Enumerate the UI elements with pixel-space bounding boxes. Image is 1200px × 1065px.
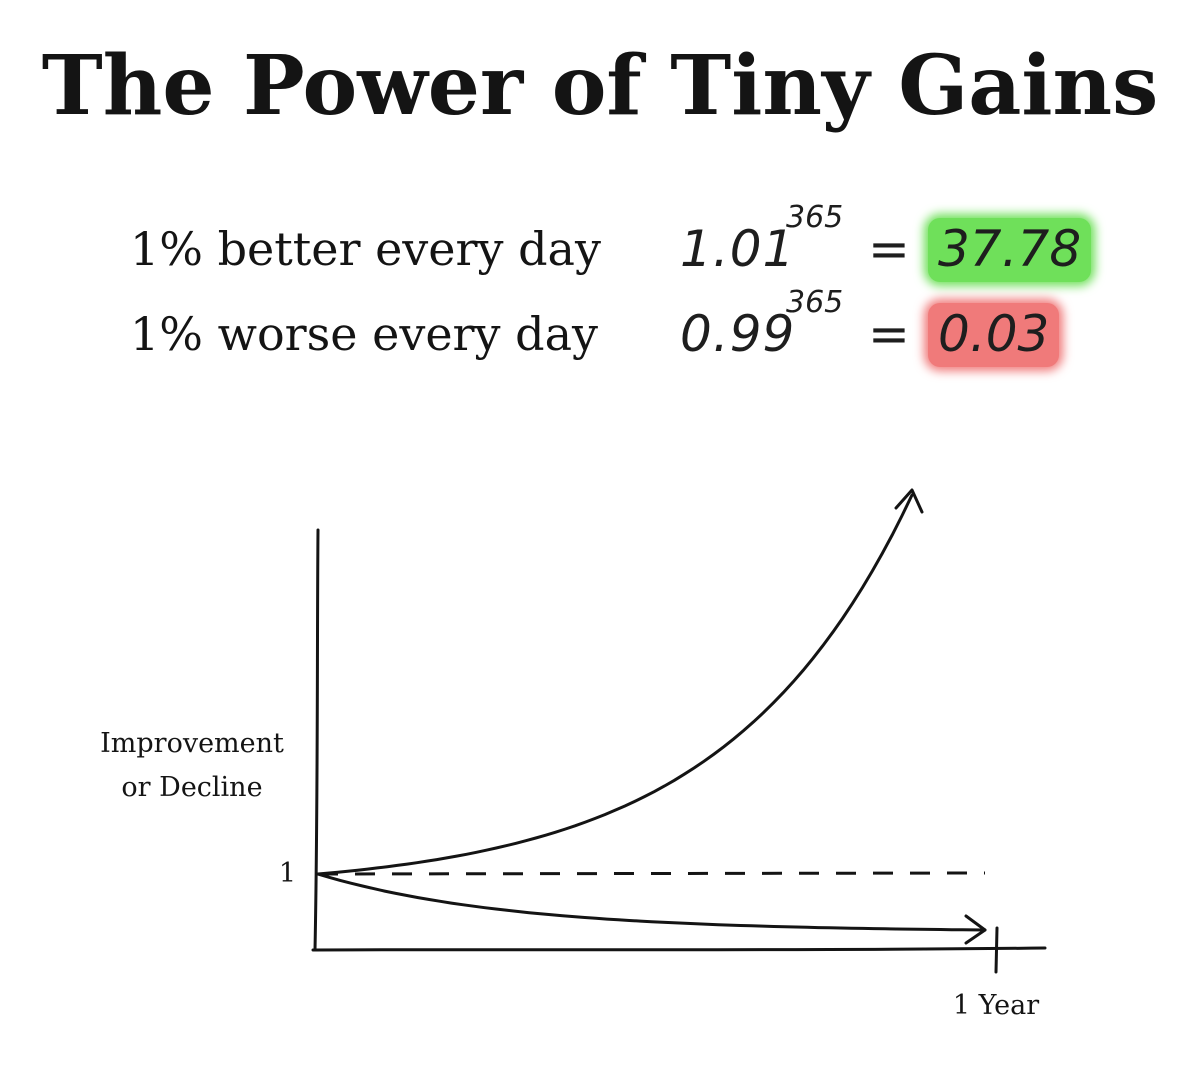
- equation-row-better: 1% better every day 1.01 365 = 37.78: [0, 200, 1200, 290]
- x-axis-tick: [994, 926, 999, 974]
- equation-label: 1% worse every day: [130, 307, 598, 361]
- y-axis: [313, 528, 320, 952]
- x-tick-label: 1 Year: [953, 990, 1039, 1021]
- equation-label: 1% better every day: [130, 222, 601, 276]
- y-axis-label-line2: or Decline: [121, 772, 262, 803]
- equation-result-highlight: 37.78: [928, 218, 1092, 282]
- equation-base: 1.01: [680, 220, 796, 278]
- decline-arrowhead: [964, 914, 987, 945]
- equation-base: 0.99: [680, 305, 796, 363]
- baseline-dashed-line: [317, 871, 986, 876]
- chart-title: The Power of Tiny Gains: [41, 38, 1159, 134]
- x-axis: [311, 946, 1047, 952]
- equation-result-highlight: 0.03: [928, 303, 1060, 367]
- growth-arrowhead: [894, 488, 924, 514]
- y-axis-label-line1: Improvement: [100, 728, 284, 759]
- decline-curve: [316, 872, 987, 932]
- equation-exponent: 365: [786, 200, 844, 235]
- equals-sign: =: [868, 305, 910, 363]
- equation-row-worse: 1% worse every day 0.99 365 = 0.03: [0, 285, 1200, 375]
- equals-sign: =: [868, 220, 910, 278]
- y-tick-label: 1: [279, 858, 296, 889]
- growth-curve: [316, 493, 914, 876]
- equation-exponent: 365: [786, 285, 844, 320]
